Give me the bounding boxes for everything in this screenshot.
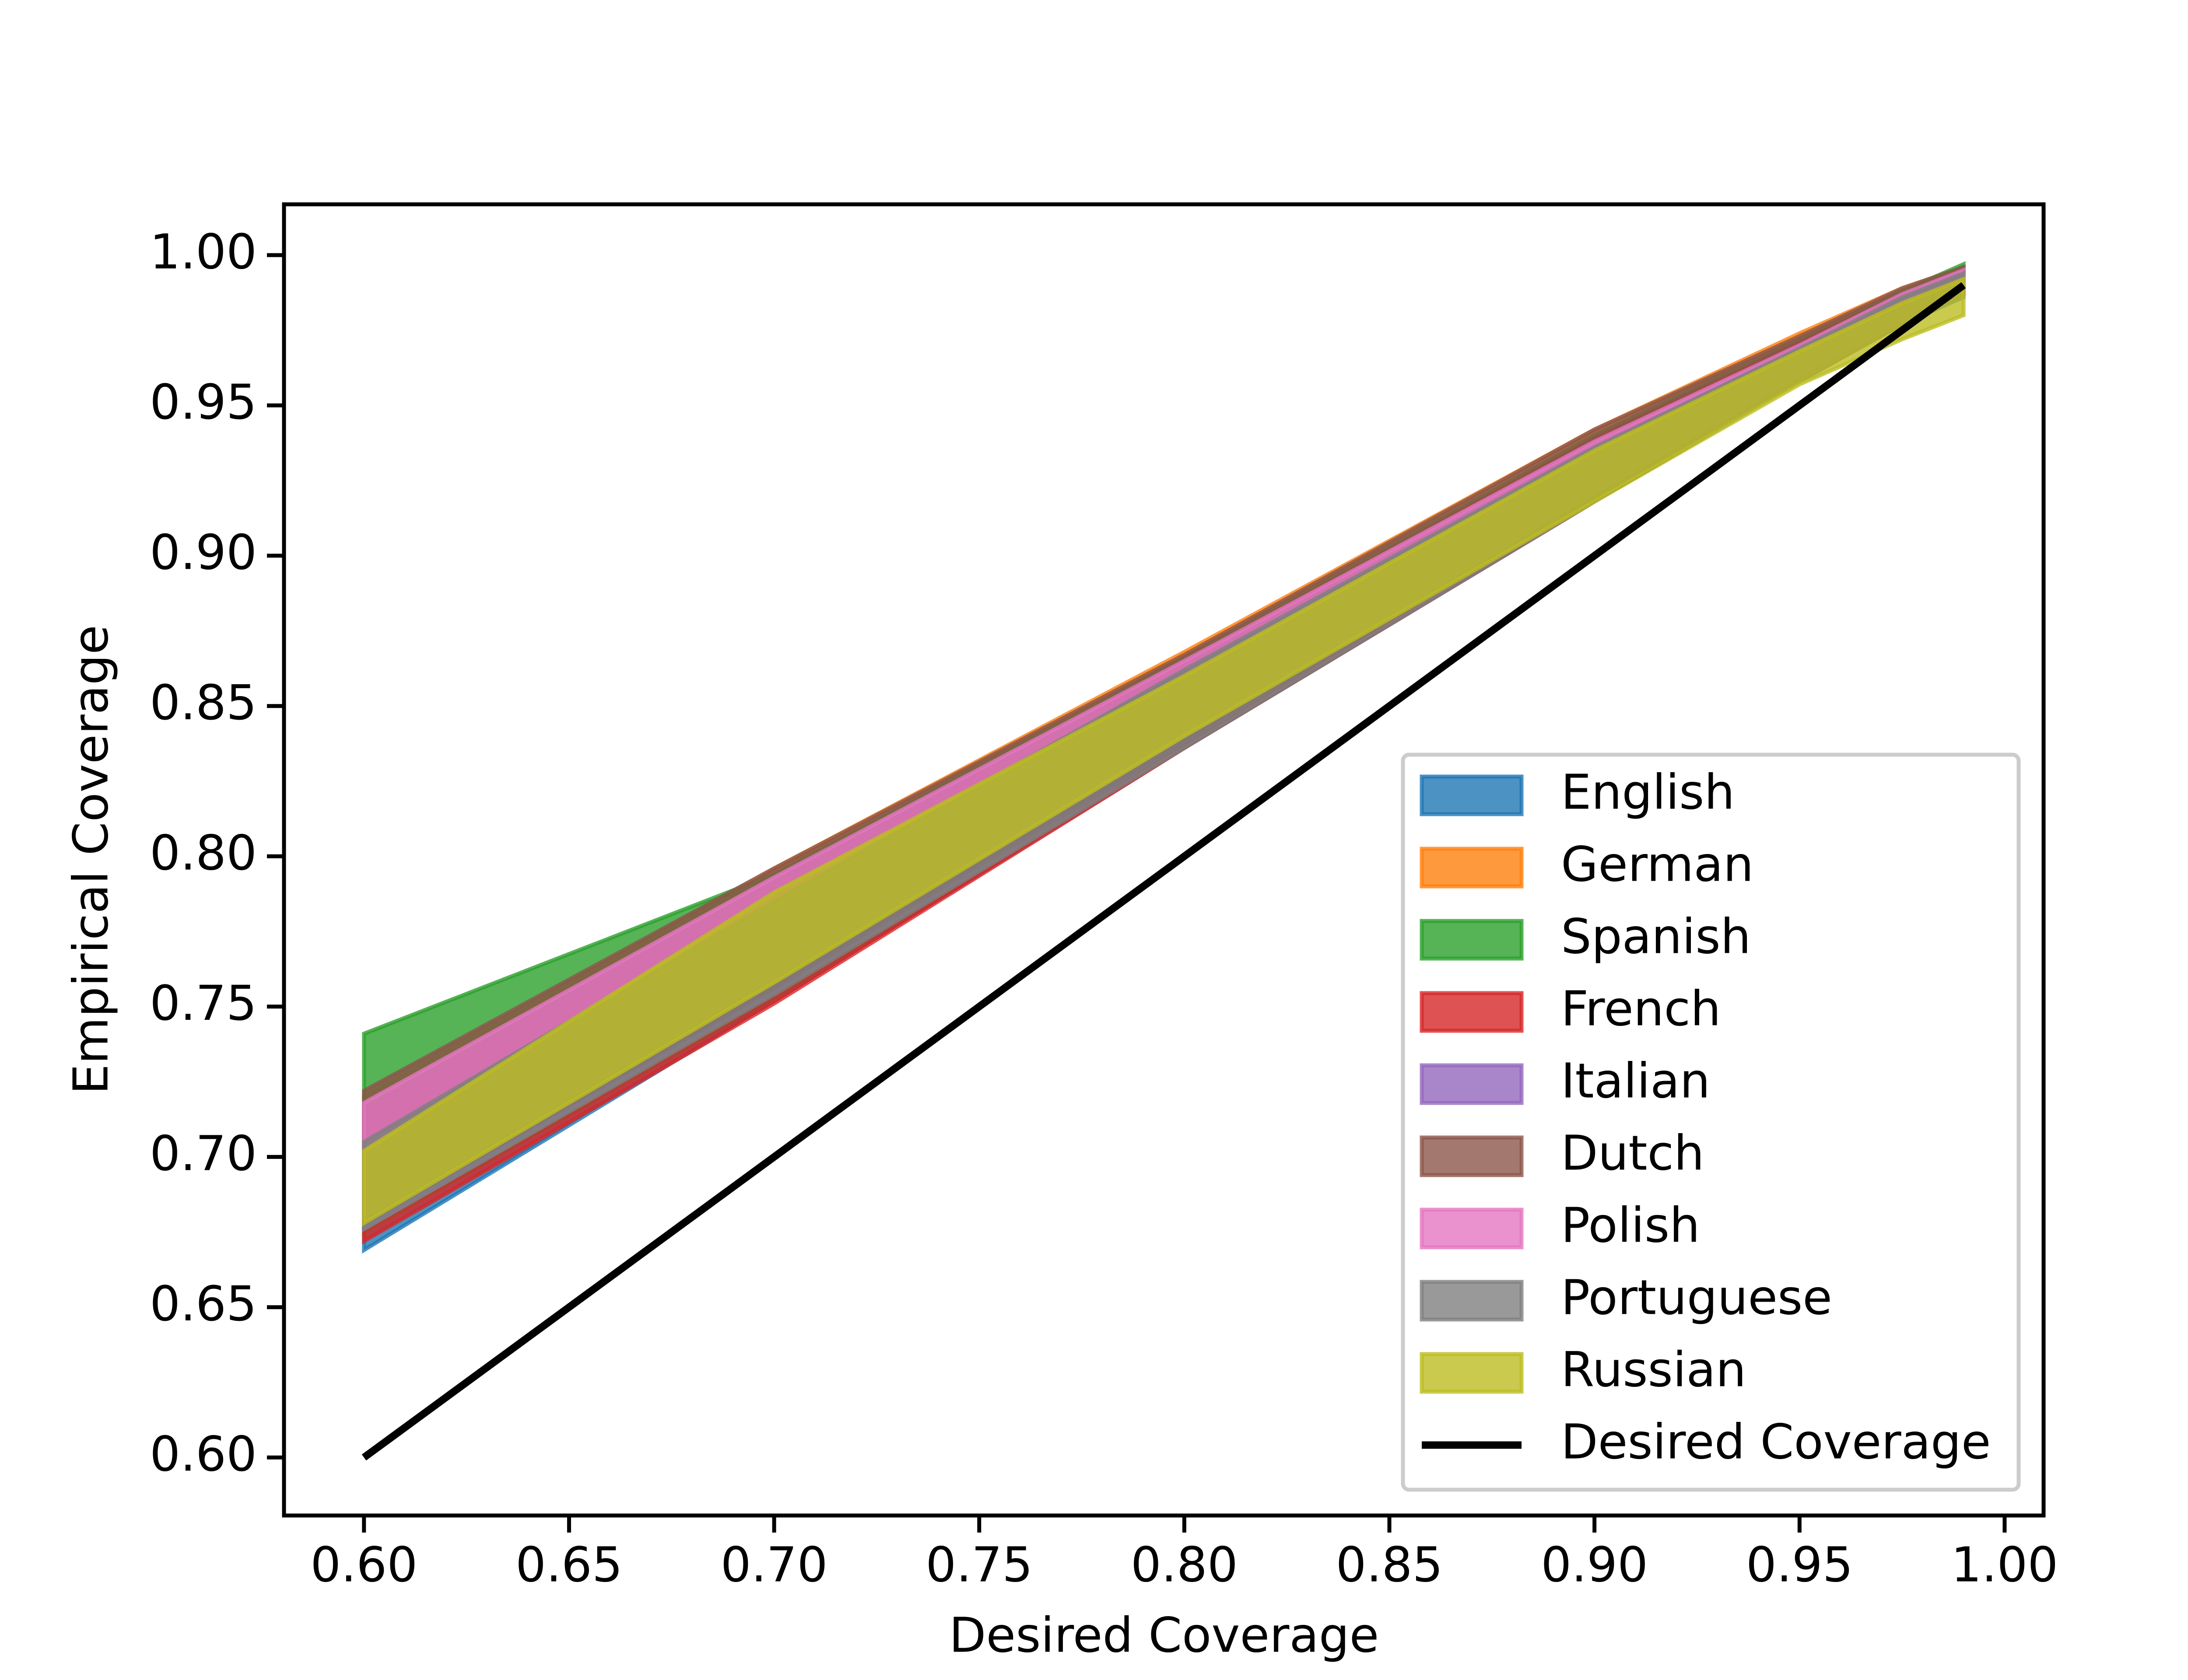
legend-box [1401, 752, 2021, 1492]
legend-label: French [1561, 980, 1721, 1036]
legend-label: Italian [1561, 1053, 1710, 1109]
x-tick-label: 0.65 [515, 1536, 623, 1592]
x-tick-label: 0.75 [926, 1536, 1033, 1592]
legend-label: Polish [1561, 1197, 1700, 1253]
y-tick-label: 0.70 [150, 1126, 257, 1182]
legend-label: Spanish [1561, 908, 1751, 964]
y-tick-label: 0.75 [150, 975, 257, 1031]
x-tick-label: 0.85 [1336, 1536, 1443, 1592]
x-tick-label: 1.00 [1951, 1536, 2058, 1592]
y-tick-label: 0.60 [150, 1426, 257, 1482]
legend-swatch [1420, 1208, 1524, 1250]
y-tick-label: 0.85 [150, 675, 257, 731]
legend-label: Desired Coverage [1561, 1414, 1991, 1470]
x-tick-label: 0.95 [1746, 1536, 1853, 1592]
y-tick-label: 0.65 [150, 1276, 257, 1332]
y-tick-label: 0.95 [150, 374, 257, 430]
y-axis-label: Empirical Coverage [63, 625, 119, 1094]
x-tick-label: 0.60 [310, 1536, 417, 1592]
band [362, 276, 1966, 1227]
legend-swatch [1420, 774, 1524, 816]
legend: English German Spanish French Italian Dutch Po… [1401, 752, 2021, 1492]
legend-swatch [1420, 919, 1524, 961]
x-tick-label: 0.70 [721, 1536, 828, 1592]
legend-label: German [1561, 836, 1753, 892]
y-tick-label: 0.90 [150, 524, 257, 580]
legend-swatch [1420, 1135, 1524, 1177]
legend-label: Russian [1561, 1341, 1746, 1397]
reference-line [361, 282, 1966, 1461]
y-tick-label: 0.80 [150, 825, 257, 881]
plot-frame [282, 202, 2046, 1518]
legend-swatch [1420, 847, 1524, 889]
y-tick-label: 1.00 [150, 224, 257, 280]
legend-swatch [1420, 1063, 1524, 1105]
legend-swatch [1420, 1352, 1524, 1394]
x-axis-label: Desired Coverage [949, 1607, 1379, 1663]
x-tick-label: 0.80 [1131, 1536, 1238, 1592]
legend-label: Dutch [1561, 1125, 1704, 1181]
x-tick-label: 0.90 [1541, 1536, 1648, 1592]
legend-label: Portuguese [1561, 1269, 1832, 1325]
legend-swatch [1420, 991, 1524, 1033]
legend-swatch [1420, 1280, 1524, 1322]
legend-label: English [1561, 764, 1735, 820]
